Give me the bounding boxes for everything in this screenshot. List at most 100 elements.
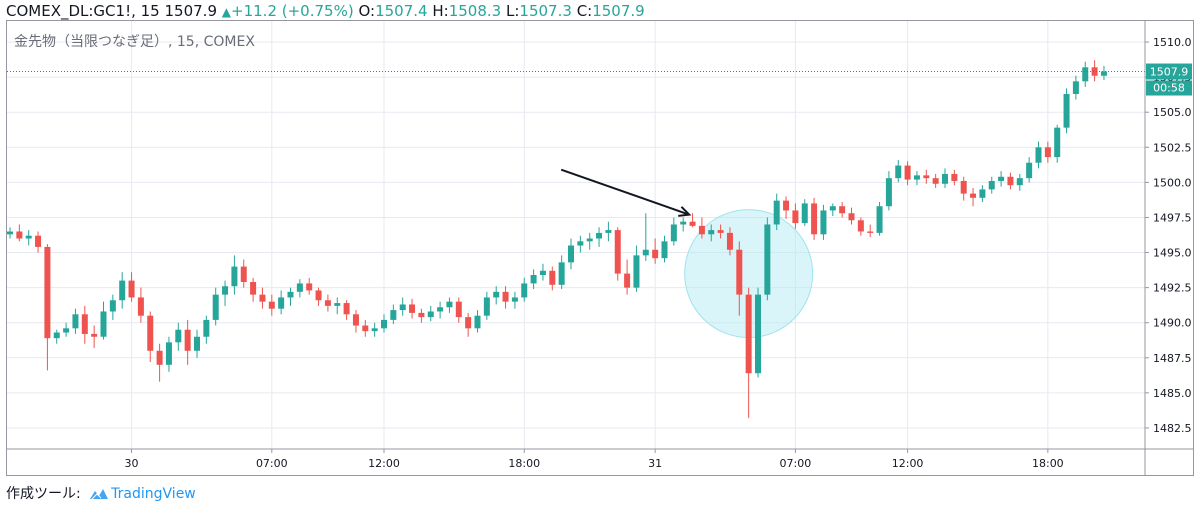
- candle-body: [7, 231, 13, 235]
- candle-body: [399, 304, 406, 311]
- candle-body: [1063, 93, 1070, 128]
- candle-body: [1007, 176, 1014, 186]
- candle-body: [923, 175, 930, 179]
- candle-body: [633, 255, 640, 288]
- candle-body: [689, 221, 696, 226]
- candle-body: [764, 224, 771, 295]
- y-tick-label: 1485.0: [1153, 387, 1192, 400]
- chart-legend: 金先物（当限つなぎ足）, 15, COMEX: [14, 34, 255, 50]
- low-label: L:: [505, 2, 520, 20]
- candle-body: [876, 206, 883, 233]
- candle-body: [109, 300, 116, 312]
- candle-body: [231, 266, 238, 287]
- candle-body: [792, 210, 799, 224]
- candle-body: [998, 176, 1005, 181]
- chart-frame[interactable]: 1482.5 1485.0 1487.5 1490.0 1492.5 1495.0 1497…: [6, 20, 1194, 476]
- open-value: 1507.4: [375, 2, 428, 20]
- candle-body: [1054, 127, 1061, 158]
- candle-body: [465, 317, 472, 329]
- y-tick-label: 1495.0: [1153, 247, 1192, 260]
- price-change: +11.2 (+0.75%): [231, 2, 354, 20]
- candle-body: [278, 297, 285, 309]
- countdown-tag: [1146, 80, 1192, 96]
- candle-body: [240, 266, 247, 283]
- candle-body: [539, 270, 546, 275]
- candle-body: [474, 315, 481, 329]
- candle-body: [53, 332, 60, 339]
- y-tick-label: 1500.0: [1153, 176, 1192, 189]
- x-tick-label: 30: [125, 457, 139, 470]
- candle-body: [100, 311, 107, 337]
- low-value: 1507.3: [519, 2, 572, 20]
- candle-body: [568, 245, 574, 263]
- candle-body: [680, 221, 687, 225]
- price-tag-label: 1507.9: [1150, 66, 1189, 79]
- candle-body: [194, 336, 200, 351]
- candle-body: [577, 241, 584, 246]
- candle-body: [165, 342, 172, 365]
- high-value: 1508.3: [448, 2, 502, 20]
- candle-body: [745, 294, 752, 374]
- candle-body: [661, 241, 668, 259]
- x-tick-label: 18:00: [1032, 457, 1064, 470]
- annotation-arrow-line: [560, 168, 690, 216]
- candle-body: [708, 230, 715, 235]
- candle-body: [736, 249, 743, 295]
- candle-body: [698, 225, 705, 235]
- close-value: 1507.9: [592, 2, 645, 20]
- candle-body: [773, 200, 780, 225]
- candle-body: [502, 291, 509, 302]
- candle-body: [717, 230, 724, 233]
- candle-body: [801, 203, 808, 224]
- price-tag: [1146, 63, 1192, 80]
- candle-body: [493, 291, 500, 298]
- candle-body: [829, 206, 836, 211]
- candle-body: [811, 203, 818, 235]
- tradingview-link[interactable]: TradingView: [111, 486, 196, 502]
- open-label: O:: [358, 2, 376, 20]
- candle-body: [904, 165, 911, 180]
- candle-body: [287, 291, 294, 298]
- candle-body: [63, 328, 70, 333]
- x-tick-label: 07:00: [780, 457, 812, 470]
- candle-body: [1091, 67, 1098, 76]
- candle-body: [362, 325, 369, 332]
- close-label: C:: [576, 2, 593, 20]
- candle-body: [1100, 71, 1107, 76]
- candle-body: [72, 314, 79, 329]
- symbol-label: COMEX_DL:GC1!, 15: [6, 2, 160, 20]
- candle-body: [614, 230, 621, 274]
- y-tick-label: 1482.5: [1153, 422, 1192, 435]
- candle-body: [268, 301, 275, 309]
- chart-header: COMEX_DL:GC1!, 15 1507.9 ▲+11.2 (+0.75%)…: [6, 1, 645, 21]
- candle-body: [848, 213, 855, 221]
- candle-body: [352, 314, 359, 326]
- candle-body: [988, 180, 995, 190]
- candle-body: [128, 280, 135, 298]
- up-arrow-icon: ▲: [221, 5, 232, 19]
- candle-body: [455, 301, 462, 318]
- candle-body: [250, 282, 257, 295]
- candle-body: [624, 273, 631, 288]
- annotations: [7, 71, 1145, 217]
- candle-body: [175, 329, 182, 343]
- candle-body: [119, 280, 126, 301]
- candle-body: [1016, 178, 1023, 186]
- y-tick-label: 1502.5: [1153, 141, 1192, 154]
- candle-body: [670, 224, 677, 242]
- candle-body: [586, 238, 593, 242]
- candle-body: [212, 294, 219, 320]
- candle-body: [820, 210, 827, 235]
- candle-body: [315, 290, 322, 301]
- candlestick-chart[interactable]: 1482.5 1485.0 1487.5 1490.0 1492.5 1495.0 1497…: [7, 21, 1193, 475]
- x-tick-label: 12:00: [368, 457, 400, 470]
- candle-body: [605, 230, 612, 233]
- candle-body: [521, 283, 528, 298]
- candle-body: [296, 283, 303, 292]
- candle-body: [324, 300, 331, 306]
- axes: 1482.5 1485.0 1487.5 1490.0 1492.5 1495.0 1497…: [7, 21, 1193, 475]
- candle-body: [390, 310, 397, 320]
- candle-body: [755, 294, 761, 374]
- candle-body: [147, 315, 154, 351]
- candle-body: [483, 297, 490, 316]
